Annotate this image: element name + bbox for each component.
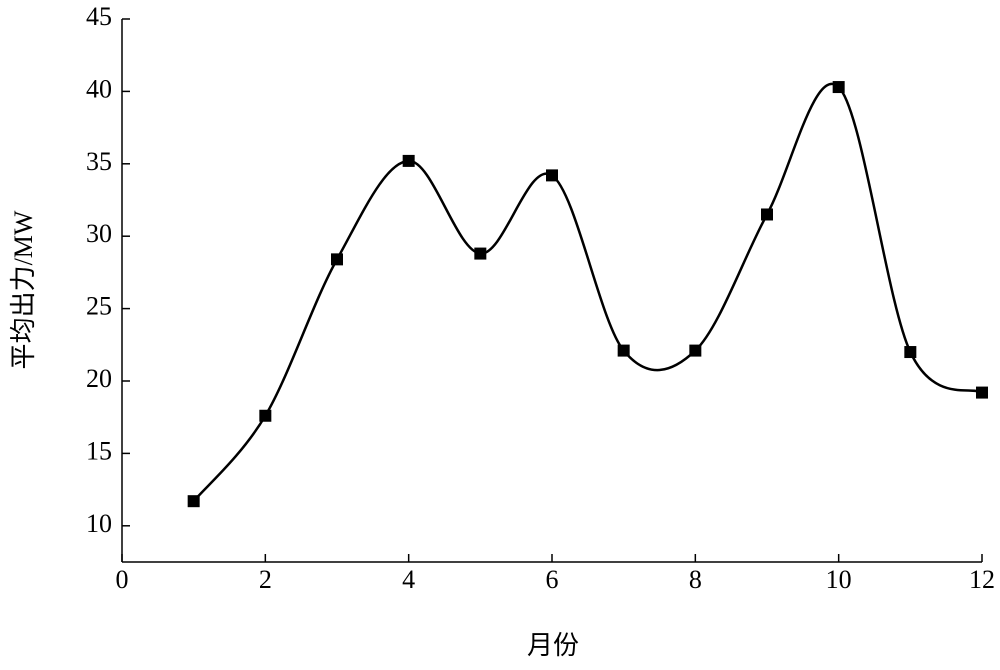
marker — [402, 154, 415, 167]
x-tick-label: 2 — [259, 565, 272, 594]
x-axis-label: 月份 — [527, 631, 579, 660]
y-tick-label: 10 — [86, 509, 112, 538]
y-tick-label: 35 — [86, 147, 112, 176]
marker — [832, 81, 845, 94]
y-tick-label: 30 — [86, 219, 112, 248]
marker — [617, 344, 630, 357]
x-tick-label: 8 — [689, 565, 702, 594]
line — [192, 82, 983, 502]
y-tick-label: 25 — [86, 292, 112, 321]
marker — [474, 247, 487, 260]
x-tick-label: 6 — [546, 565, 559, 594]
y-tick-label: 45 — [86, 2, 112, 31]
marker — [546, 169, 558, 182]
y-tick-label: 20 — [86, 364, 112, 393]
x-tick-label: 0 — [116, 565, 129, 594]
y-tick-label: 40 — [86, 74, 112, 103]
marker — [689, 344, 702, 357]
marker — [761, 208, 773, 221]
y-tick-label: 15 — [86, 436, 112, 465]
marker — [331, 253, 343, 266]
x-tick-label: 12 — [969, 565, 995, 594]
marker — [187, 495, 200, 508]
marker — [259, 409, 272, 422]
x-tick-label: 4 — [402, 565, 415, 594]
marker — [904, 346, 917, 359]
y-axis-label: 平均出力/MW — [9, 210, 38, 369]
x-tick-label: 10 — [826, 565, 852, 594]
marker — [976, 386, 988, 399]
